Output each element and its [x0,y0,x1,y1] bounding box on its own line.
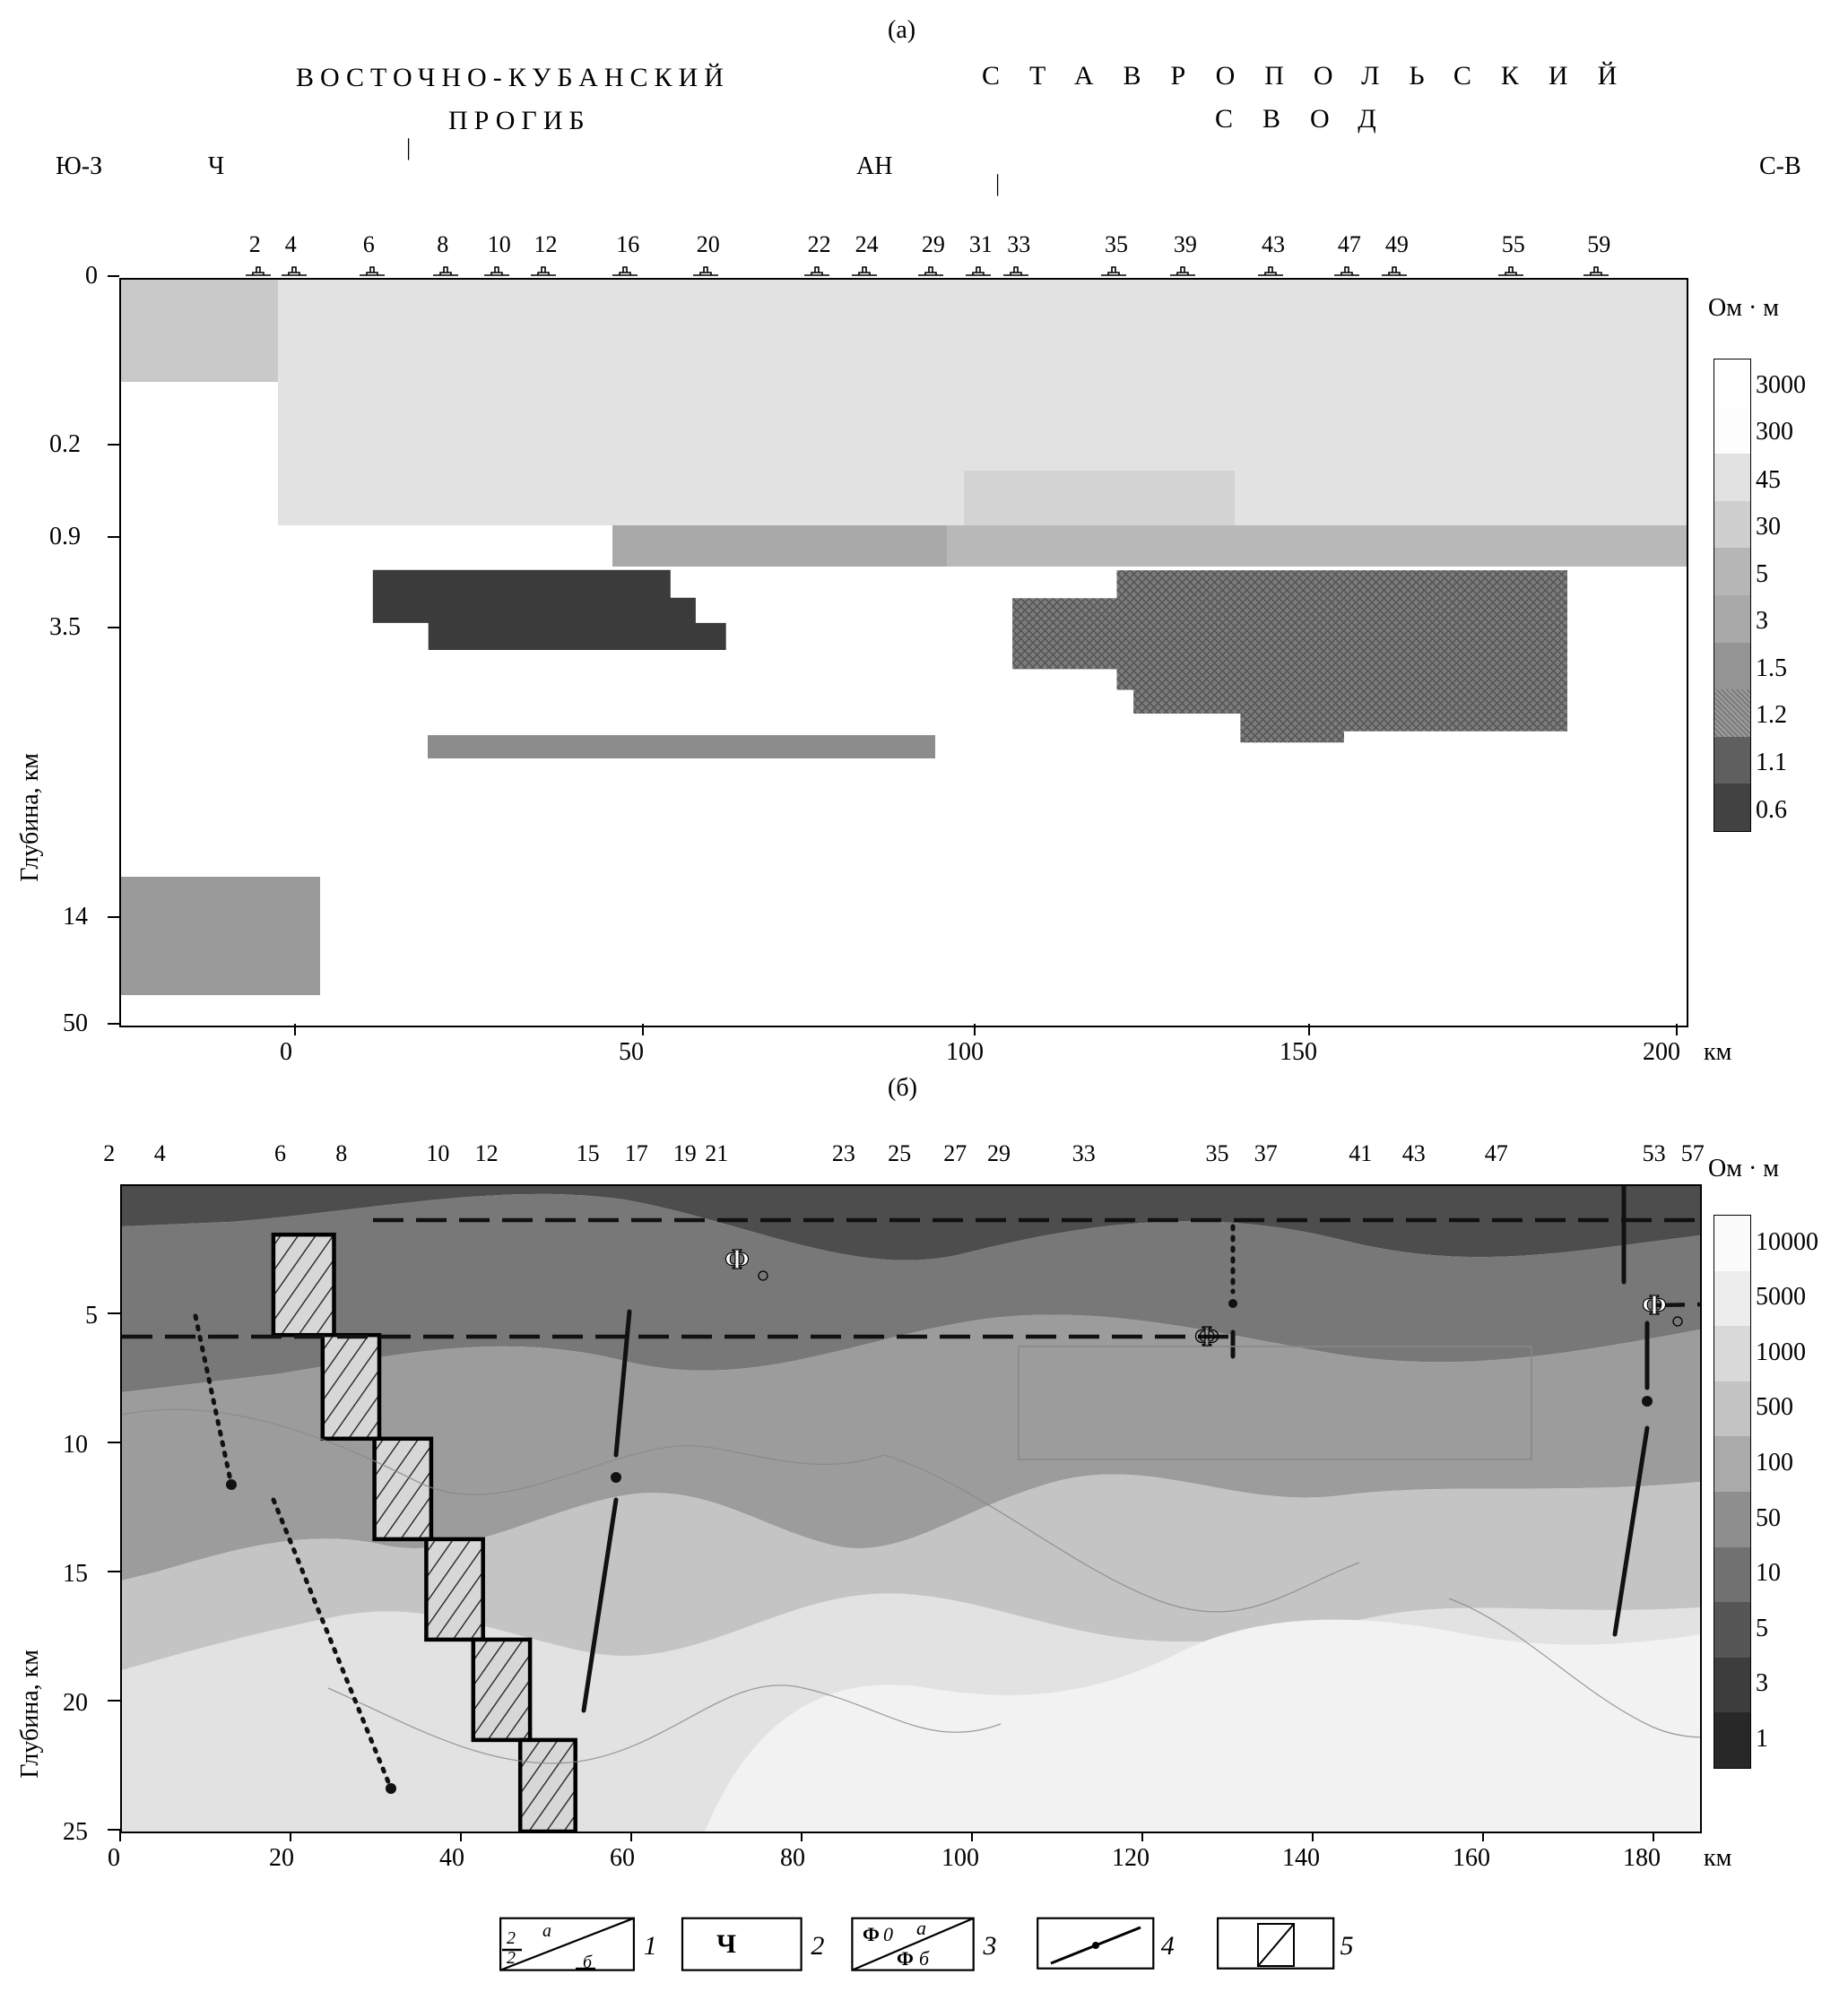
svg-text:a: a [542,1921,551,1941]
svg-text:4: 4 [1161,1931,1175,1961]
svg-text:2: 2 [811,1931,824,1961]
svg-text:0: 0 [883,1923,893,1945]
svg-text:3: 3 [983,1931,997,1961]
svg-text:1: 1 [644,1931,657,1961]
svg-text:Ф: Ф [863,1923,880,1945]
svg-text:a: a [916,1917,926,1939]
svg-text:2: 2 [507,1948,516,1968]
svg-text:Ф: Ф [897,1947,914,1970]
svg-text:5: 5 [1340,1931,1354,1961]
svg-text:б: б [919,1947,930,1970]
svg-text:Ч: Ч [716,1929,736,1959]
svg-text:2: 2 [507,1928,516,1948]
